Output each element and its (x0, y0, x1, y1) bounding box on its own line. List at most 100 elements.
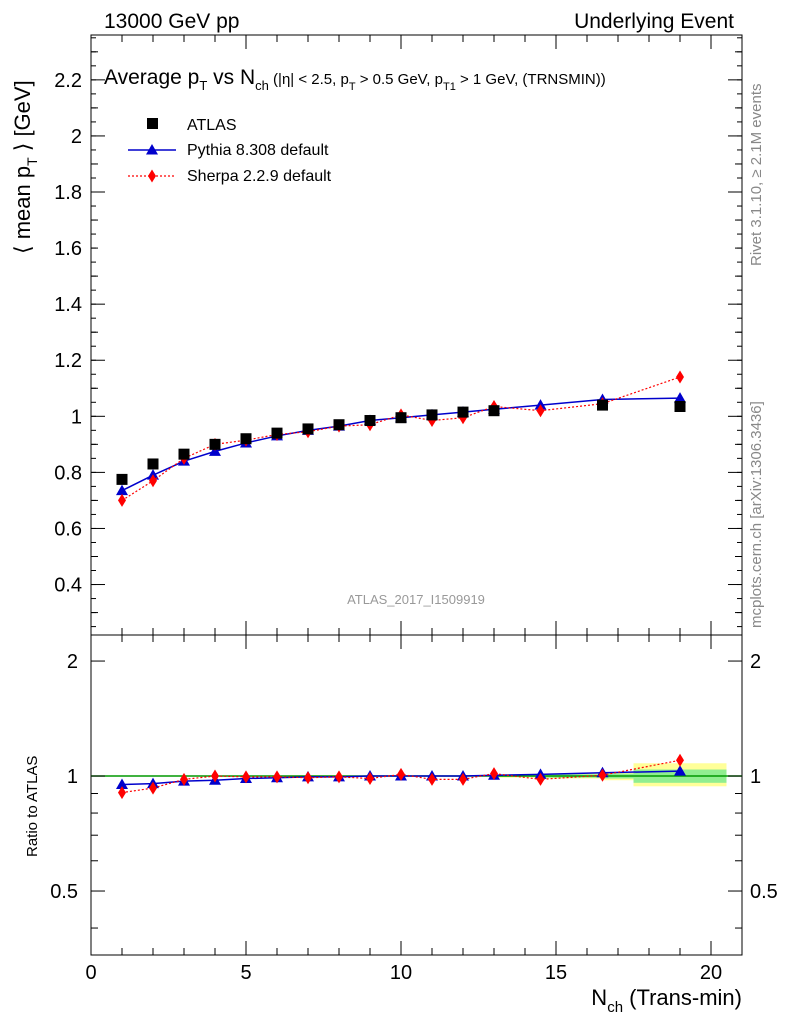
data-point (178, 448, 190, 460)
sherpa-ratio-series (118, 753, 684, 800)
header-left: 13000 GeV pp (104, 10, 239, 33)
legend: ATLAS Pythia 8.308 default Sherpa 2.2.9 … (128, 117, 332, 185)
ratio-y-tick-label: 0.5 (50, 881, 78, 903)
title-cut2-sub: T1 (443, 81, 456, 93)
data-point (488, 405, 500, 417)
plot-title: Average pT vs Nch (|η| < 2.5, pT > 0.5 G… (104, 66, 606, 93)
title-cut2: > 0.5 GeV, p (356, 71, 443, 88)
x-tick-label: 15 (545, 962, 567, 984)
y-tick-label: 0.8 (54, 462, 82, 484)
y-tick-label: 0.4 (54, 575, 82, 597)
data-point (333, 419, 345, 431)
data-point (674, 400, 686, 412)
x-tick-label: 5 (240, 962, 251, 984)
data-point (676, 370, 684, 384)
y-tick-label: 1.6 (54, 238, 82, 260)
data-point (242, 770, 250, 784)
data-point (457, 406, 469, 418)
y-tick-label: 1.2 (54, 350, 82, 372)
data-point (598, 768, 607, 782)
data-point (240, 433, 252, 445)
data-point (395, 412, 407, 424)
title-cut3: > 1 GeV, (TRNSMIN)) (456, 71, 606, 88)
data-point (116, 484, 128, 496)
data-point (147, 458, 159, 470)
x-tick-label: 0 (85, 962, 96, 984)
ratio-y-tick-label-right: 1 (750, 766, 761, 788)
y-tick-label: 2.2 (54, 70, 82, 92)
axis-ticks: 0 5 10 15 20 0.4 0.6 0.8 1 1.2 1.4 1.6 1.8 2 2.2 0.5 0.5… (50, 35, 778, 984)
y-tick-label: 0.6 (54, 518, 82, 540)
title-cut1: (|η| < 2.5, p (269, 71, 349, 88)
ratio-y-tick-label: 2 (67, 651, 78, 673)
data-point (597, 399, 608, 411)
title-lead-sub: T (199, 78, 207, 93)
data-point (116, 473, 128, 485)
legend-label-atlas: ATLAS (187, 117, 237, 134)
title-mid: vs N (207, 66, 255, 89)
ratio-ylabel: Ratio to ATLAS (24, 756, 41, 857)
y-tick-label: 1.4 (54, 294, 82, 316)
sherpa-series-line (121, 376, 681, 501)
y-tick-label: 1 (71, 406, 82, 428)
header-right: Underlying Event (574, 10, 734, 33)
xlabel-part-3: (Trans-min) (623, 985, 742, 1010)
x-tick-label: 10 (390, 962, 412, 984)
x-axis-label: Nch (Trans-min) (591, 985, 742, 1016)
y-tick-label: 1.8 (54, 182, 82, 204)
title-mid-sub: ch (255, 78, 269, 93)
data-point (428, 772, 436, 786)
data-point (118, 786, 126, 800)
x-tick-label: 20 (700, 962, 722, 984)
data-point (149, 474, 157, 488)
ratio-y-tick-label-right: 2 (750, 651, 761, 673)
main-ylabel-part-2: T (24, 157, 40, 166)
data-point (273, 770, 281, 784)
data-point (335, 770, 343, 784)
data-point (271, 427, 283, 439)
data-point (490, 767, 498, 781)
data-point (676, 753, 684, 767)
data-point (366, 772, 374, 786)
legend-marker-sherpa (148, 169, 156, 183)
xlabel-part-2: ch (607, 999, 623, 1016)
legend-label-pythia: Pythia 8.308 default (187, 142, 329, 159)
data-point (674, 392, 686, 403)
analysis-watermark: ATLAS_2017_I1509919 (347, 592, 485, 607)
main-ylabel-part-1: ⟨ mean p (10, 166, 35, 254)
data-point (180, 772, 188, 786)
legend-label-sherpa: Sherpa 2.2.9 default (187, 168, 332, 185)
title-cut1-sub: T (349, 81, 356, 93)
data-point (459, 772, 467, 786)
rivet-label: Rivet 3.1.10, ≥ 2.1M events (748, 84, 765, 267)
xlabel-part-1: N (591, 985, 607, 1010)
data-point (116, 778, 128, 790)
mcplots-label: mcplots.cern.ch [arXiv:1306.3436] (748, 401, 765, 628)
data-point (397, 767, 405, 781)
main-series (116, 370, 686, 507)
ratio-uncertainty-band (91, 763, 742, 787)
data-point (118, 493, 126, 507)
data-point (536, 404, 545, 418)
data-point (426, 409, 438, 421)
legend-marker-pythia (146, 144, 158, 155)
pythia-ratio-series-line (121, 770, 681, 786)
main-ylabel-part-3: ⟩ [GeV] (10, 80, 35, 157)
ratio-y-tick-label: 1 (67, 766, 78, 788)
data-point (149, 781, 157, 795)
data-point (211, 769, 219, 783)
ratio-series (116, 753, 686, 800)
pythia-series-line (121, 397, 681, 492)
data-point (302, 423, 314, 435)
ratio-plot-frame (90, 634, 743, 956)
sherpa-series (118, 370, 684, 507)
data-point (209, 438, 221, 450)
data-point (304, 771, 312, 785)
ratio-y-tick-label-right: 0.5 (750, 881, 778, 903)
data-point (674, 765, 686, 776)
atlas-series (116, 399, 686, 485)
y-tick-label: 2 (71, 126, 82, 148)
legend-marker-atlas (147, 118, 158, 129)
title-lead: Average p (104, 66, 199, 89)
